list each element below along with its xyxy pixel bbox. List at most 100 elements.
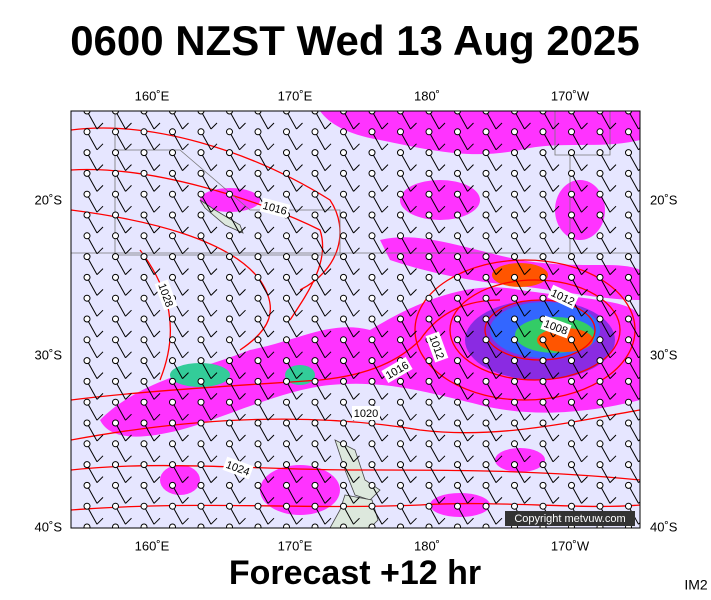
- barb-station: [140, 419, 148, 427]
- barb-flag: [182, 143, 189, 151]
- barb-flag: [552, 268, 560, 275]
- wind-barb: [169, 398, 189, 421]
- map-layers: [71, 111, 640, 528]
- wind-barb: [539, 294, 560, 317]
- barb-flag: [296, 247, 303, 255]
- wind-barb: [596, 419, 617, 442]
- barb-station: [169, 149, 176, 157]
- barb-flag: [581, 393, 588, 400]
- barb-station: [340, 315, 347, 323]
- wind-barb: [169, 440, 189, 463]
- wind-barb: [169, 419, 189, 442]
- barb-flag: [267, 289, 275, 296]
- wind-barb: [368, 111, 389, 130]
- barb-flag: [210, 434, 218, 442]
- barb-flag: [467, 476, 474, 483]
- wind-barb: [283, 253, 303, 275]
- barb-station: [539, 128, 547, 136]
- wind-barb: [511, 232, 531, 255]
- barb-station: [425, 315, 433, 323]
- wind-barb: [340, 523, 347, 528]
- barb-station: [482, 357, 490, 365]
- wind-barb: [539, 190, 560, 213]
- barb-flag: [524, 455, 531, 463]
- barb-station: [83, 398, 91, 406]
- barb-station: [226, 336, 233, 344]
- barb-flag: [153, 185, 161, 192]
- barb-station: [625, 169, 632, 177]
- wind-barb: [226, 273, 246, 296]
- wind-barb: [454, 232, 474, 255]
- barb-station: [254, 315, 262, 323]
- wind-barb: [482, 398, 503, 421]
- barb-flag: [552, 455, 560, 463]
- barb-flag: [381, 268, 389, 275]
- barb-station: [283, 502, 290, 510]
- wind-barb: [368, 273, 389, 296]
- barb-station: [311, 169, 319, 177]
- barb-station: [368, 169, 376, 177]
- wind-barb: [140, 461, 161, 483]
- wind-barb: [425, 169, 446, 192]
- barb-station: [625, 111, 632, 115]
- barb-flag: [410, 164, 417, 171]
- barb-station: [254, 502, 262, 510]
- barb-station: [368, 149, 376, 157]
- barb-flag: [353, 455, 360, 463]
- barb-station: [454, 149, 461, 157]
- barb-station: [340, 419, 347, 427]
- barb-flag: [239, 497, 246, 504]
- barb-flag: [182, 205, 189, 213]
- barb-station: [568, 357, 575, 365]
- barb-station: [226, 481, 233, 489]
- wind-barb: [568, 273, 588, 296]
- barb-station: [254, 461, 262, 469]
- wind-barb: [482, 232, 503, 255]
- wind-barb: [283, 149, 303, 171]
- barb-station: [454, 502, 461, 510]
- barb-station: [140, 481, 148, 489]
- top-lon-label: 170˚W: [551, 88, 590, 103]
- barb-flag: [467, 143, 474, 151]
- wind-barb: [482, 377, 503, 400]
- barb-flag: [410, 122, 417, 130]
- barb-flag: [524, 309, 531, 317]
- new-caledonia: [199, 199, 244, 234]
- wind-barb: [397, 440, 417, 463]
- wind-barb: [596, 169, 617, 192]
- barb-staff: [200, 526, 203, 528]
- barb-flag: [581, 330, 588, 338]
- wind-barb: [625, 273, 640, 296]
- barb-flag: [552, 393, 560, 400]
- barb-flag: [438, 185, 446, 192]
- barb-flag: [495, 268, 503, 275]
- wind-barb: [568, 111, 588, 130]
- barb-flag: [153, 205, 161, 213]
- barb-flag: [353, 247, 360, 255]
- barb-flag: [524, 497, 531, 504]
- barb-station: [340, 502, 347, 510]
- barb-station: [83, 315, 91, 323]
- barb-station: [226, 169, 233, 177]
- wind-barb: [397, 294, 417, 317]
- wind-barb: [368, 169, 389, 192]
- wind-barb: [197, 377, 218, 400]
- isobar-label-box: [381, 356, 413, 384]
- barb-flag: [153, 413, 161, 421]
- wind-barb: [254, 111, 275, 130]
- barb-flag: [410, 226, 417, 234]
- barb-flag: [96, 185, 104, 192]
- barb-station: [596, 169, 604, 177]
- barb-flag: [438, 164, 446, 171]
- barb-station: [482, 169, 490, 177]
- wind-barb: [83, 440, 104, 463]
- barb-station: [254, 253, 262, 261]
- barb-station: [482, 377, 490, 385]
- wind-barb: [596, 190, 617, 213]
- barb-flag: [125, 455, 132, 463]
- barb-flag: [410, 517, 417, 525]
- barb-flag: [267, 122, 275, 130]
- barb-station: [539, 419, 547, 427]
- barb-station: [283, 128, 290, 136]
